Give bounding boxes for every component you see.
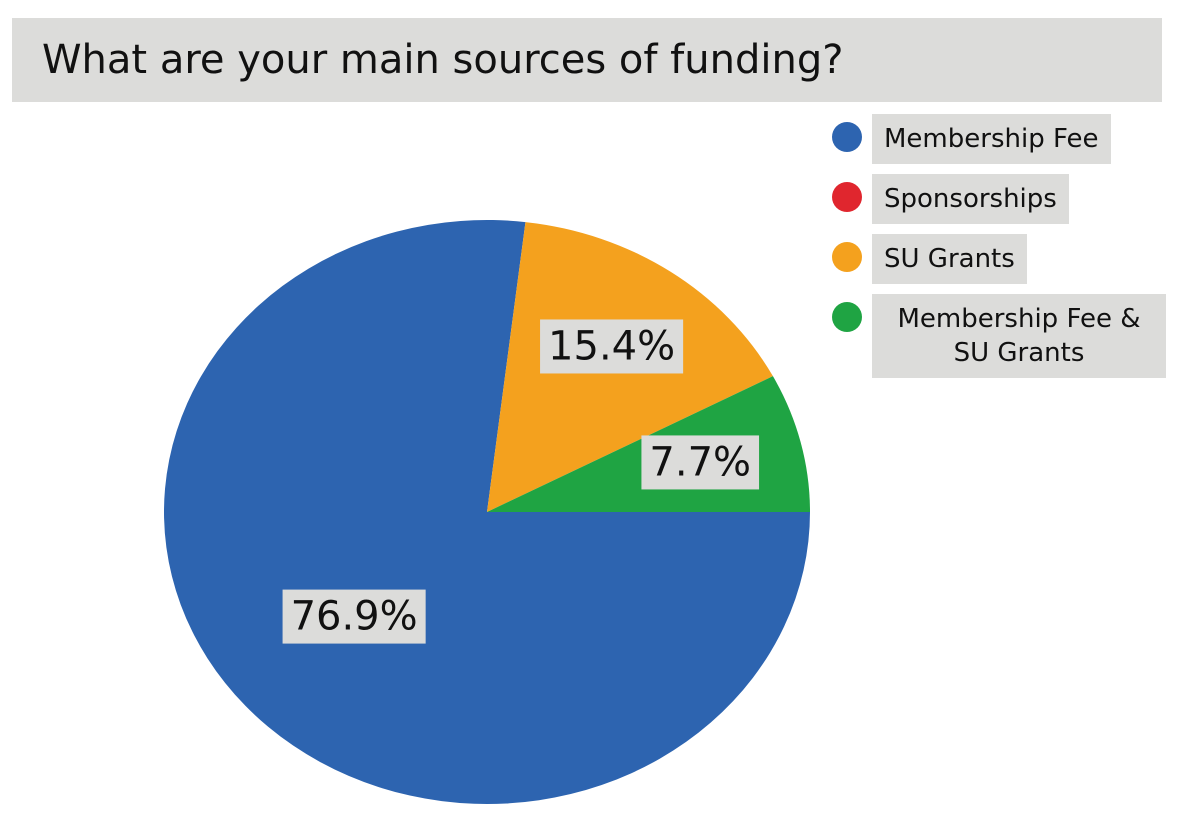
legend: Membership Fee Sponsorships SU Grants Membe… xyxy=(832,114,1182,388)
value-label: 7.7% xyxy=(649,439,751,485)
legend-label: SU Grants xyxy=(872,234,1027,284)
legend-swatch xyxy=(832,182,862,212)
pie-slice xyxy=(163,220,810,805)
title-box xyxy=(12,18,1162,102)
legend-label: Membership Fee xyxy=(872,114,1111,164)
value-label-box xyxy=(540,319,684,374)
legend-swatch xyxy=(832,242,862,272)
pie-slice xyxy=(487,222,526,512)
value-label-box xyxy=(641,435,760,490)
legend-item: Membership Fee & SU Grants xyxy=(832,294,1182,378)
legend-item: Membership Fee xyxy=(832,114,1182,164)
legend-swatch xyxy=(832,302,862,332)
legend-item: Sponsorships xyxy=(832,174,1182,224)
value-label-box xyxy=(282,589,426,644)
legend-label: Sponsorships xyxy=(872,174,1069,224)
legend-label: Membership Fee & SU Grants xyxy=(872,294,1166,378)
chart-title: What are your main sources of funding? xyxy=(42,37,843,83)
legend-swatch xyxy=(832,122,862,152)
pie xyxy=(163,220,810,805)
value-labels: 76.9% 15.4% 7.7% xyxy=(282,319,760,644)
value-label: 15.4% xyxy=(548,323,675,369)
value-label: 76.9% xyxy=(291,594,418,640)
legend-item: SU Grants xyxy=(832,234,1182,284)
